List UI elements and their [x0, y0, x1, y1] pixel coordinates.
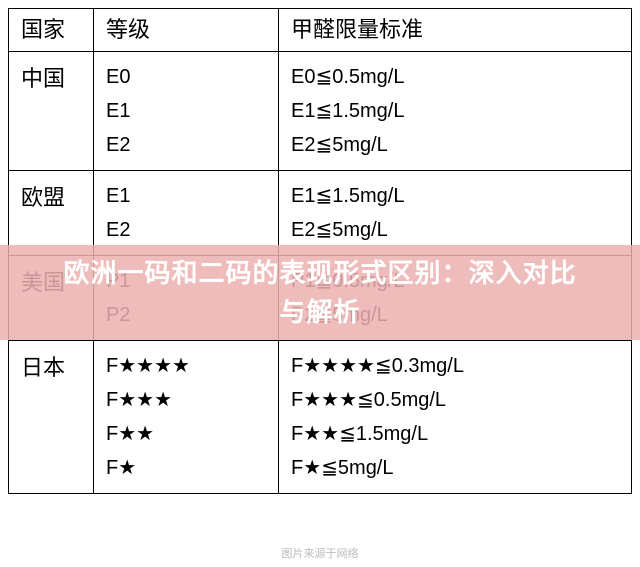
table-row: 日本 F★★★★ F★★★ F★★ F★ F★★★★≦0.3mg/L F★★★≦… — [9, 341, 632, 494]
grade-value: F★ — [106, 451, 266, 485]
footer-caption: 图片来源于网络 — [0, 545, 640, 561]
table-row: 中国 E0 E1 E2 E0≦0.5mg/L E1≦1.5mg/L E2≦5mg… — [9, 52, 632, 171]
grade-value: E2 — [106, 213, 266, 247]
cell-limits: F★★★★≦0.3mg/L F★★★≦0.5mg/L F★★≦1.5mg/L F… — [279, 341, 632, 494]
cell-country: 欧盟 — [9, 171, 94, 256]
table-row: 欧盟 E1 E2 E1≦1.5mg/L E2≦5mg/L — [9, 171, 632, 256]
cell-grades: E0 E1 E2 — [94, 52, 279, 171]
limit-value: F★≦5mg/L — [291, 451, 619, 485]
cell-country: 中国 — [9, 52, 94, 171]
cell-limits: E1≦1.5mg/L E2≦5mg/L — [279, 171, 632, 256]
grade-value: F★★★★ — [106, 349, 266, 383]
cell-country: 日本 — [9, 341, 94, 494]
limit-value: F★★★≦0.5mg/L — [291, 383, 619, 417]
cell-limits: E0≦0.5mg/L E1≦1.5mg/L E2≦5mg/L — [279, 52, 632, 171]
overlay-title: 欧洲一码和二码的表现形式区别：深入对比与解析 — [60, 254, 580, 332]
grade-value: E1 — [106, 179, 266, 213]
header-country: 国家 — [9, 9, 94, 52]
grade-value: E1 — [106, 94, 266, 128]
grade-value: F★★ — [106, 417, 266, 451]
limit-value: E0≦0.5mg/L — [291, 60, 619, 94]
header-limit: 甲醛限量标准 — [279, 9, 632, 52]
cell-grades: F★★★★ F★★★ F★★ F★ — [94, 341, 279, 494]
limit-value: E1≦1.5mg/L — [291, 179, 619, 213]
limit-value: E2≦5mg/L — [291, 213, 619, 247]
limit-value: E2≦5mg/L — [291, 128, 619, 162]
limit-value: F★★≦1.5mg/L — [291, 417, 619, 451]
table-header-row: 国家 等级 甲醛限量标准 — [9, 9, 632, 52]
grade-value: F★★★ — [106, 383, 266, 417]
header-grade: 等级 — [94, 9, 279, 52]
limit-value: F★★★★≦0.3mg/L — [291, 349, 619, 383]
grade-value: E0 — [106, 60, 266, 94]
overlay-banner: 欧洲一码和二码的表现形式区别：深入对比与解析 — [0, 245, 640, 340]
grade-value: E2 — [106, 128, 266, 162]
cell-grades: E1 E2 — [94, 171, 279, 256]
limit-value: E1≦1.5mg/L — [291, 94, 619, 128]
